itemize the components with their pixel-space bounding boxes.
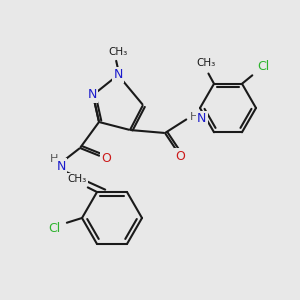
Text: N: N bbox=[113, 68, 123, 82]
Text: O: O bbox=[175, 149, 185, 163]
Text: CH₃: CH₃ bbox=[68, 174, 87, 184]
Text: H: H bbox=[50, 154, 58, 164]
Text: N: N bbox=[197, 112, 206, 125]
Text: O: O bbox=[101, 152, 111, 164]
Text: H: H bbox=[190, 112, 198, 122]
Text: CH₃: CH₃ bbox=[108, 47, 128, 57]
Text: CH₃: CH₃ bbox=[196, 58, 216, 68]
Text: N: N bbox=[87, 88, 97, 101]
Text: Cl: Cl bbox=[48, 223, 60, 236]
Text: N: N bbox=[56, 160, 66, 172]
Text: Cl: Cl bbox=[257, 60, 269, 73]
